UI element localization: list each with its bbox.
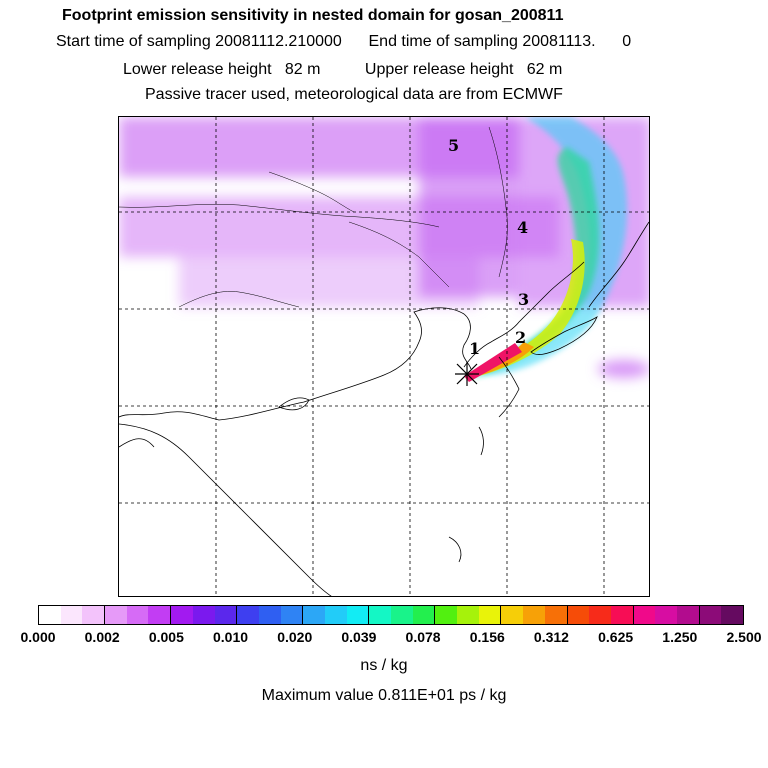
release-height-line: Lower release height 82 m Upper release …: [123, 61, 563, 78]
colorbar-segment: [721, 606, 743, 624]
colorbar-segment: [478, 606, 502, 624]
colorbar-segment: [258, 606, 281, 624]
colorbar-segment: [412, 606, 436, 624]
colorbar-tick-label: 0.010: [213, 629, 249, 645]
trajectory-label-3: 3: [518, 290, 529, 309]
colorbar-segment: [655, 606, 677, 624]
colorbar-segment: [544, 606, 568, 624]
colorbar-tick-label: 0.156: [469, 629, 505, 645]
trajectory-label-1: 1: [469, 339, 480, 358]
colorbar-segment: [610, 606, 634, 624]
colorbar-segment: [237, 606, 259, 624]
colorbar-segment: [214, 606, 238, 624]
tracer-info-line: Passive tracer used, meteorological data…: [145, 86, 563, 103]
colorbar-unit-label: ns / kg: [360, 657, 408, 674]
colorbar-segment: [60, 606, 83, 624]
colorbar-segment: [369, 606, 391, 624]
colorbar-segment: [391, 606, 413, 624]
colorbar-segment: [303, 606, 325, 624]
lat-lon-grid: [119, 117, 649, 596]
colorbar-segment: [192, 606, 215, 624]
colorbar-tick-label: 0.000: [20, 629, 56, 645]
map-canvas: 1 2 3 4 5: [119, 117, 649, 596]
colorbar-segment: [171, 606, 193, 624]
colorbar-tick-label: 0.078: [405, 629, 441, 645]
colorbar-segment: [457, 606, 479, 624]
coastlines: [119, 221, 649, 596]
colorbar-tick-label: 0.002: [84, 629, 120, 645]
colorbar-tick-label: 0.039: [341, 629, 377, 645]
colorbar-segment: [324, 606, 347, 624]
colorbar-segment: [589, 606, 611, 624]
maximum-value-label: Maximum value 0.811E+01 ps / kg: [261, 687, 507, 704]
colorbar: [38, 605, 744, 625]
colorbar-segment: [435, 606, 458, 624]
trajectory-label-5: 5: [448, 136, 459, 155]
colorbar-segment: [523, 606, 545, 624]
plot-title: Footprint emission sensitivity in nested…: [62, 7, 564, 24]
receptor-star-icon: [455, 362, 479, 386]
sampling-time-line: Start time of sampling 20081112.210000 E…: [56, 33, 632, 50]
colorbar-segment: [676, 606, 700, 624]
colorbar-tick-label: 2.500: [726, 629, 762, 645]
colorbar-segment: [105, 606, 127, 624]
colorbar-tick-label: 0.005: [148, 629, 184, 645]
colorbar-segment: [633, 606, 656, 624]
colorbar-tick-label: 0.625: [598, 629, 634, 645]
country-borders: [119, 126, 508, 308]
emission-plume: [464, 117, 628, 382]
trajectory-label-2: 2: [515, 328, 526, 347]
colorbar-segment: [501, 606, 524, 624]
colorbar-segment: [126, 606, 149, 624]
footprint-map: 1 2 3 4 5: [118, 116, 650, 597]
colorbar-tick-label: 0.312: [533, 629, 569, 645]
colorbar-segment: [567, 606, 590, 624]
colorbar-segment: [39, 606, 61, 624]
colorbar-tick-label: 1.250: [662, 629, 698, 645]
colorbar-tick-label: 0.020: [277, 629, 313, 645]
colorbar-segment: [346, 606, 370, 624]
colorbar-segment: [699, 606, 722, 624]
trajectory-label-4: 4: [517, 218, 528, 237]
colorbar-segment: [280, 606, 304, 624]
colorbar-segment: [82, 606, 106, 624]
colorbar-segment: [148, 606, 172, 624]
